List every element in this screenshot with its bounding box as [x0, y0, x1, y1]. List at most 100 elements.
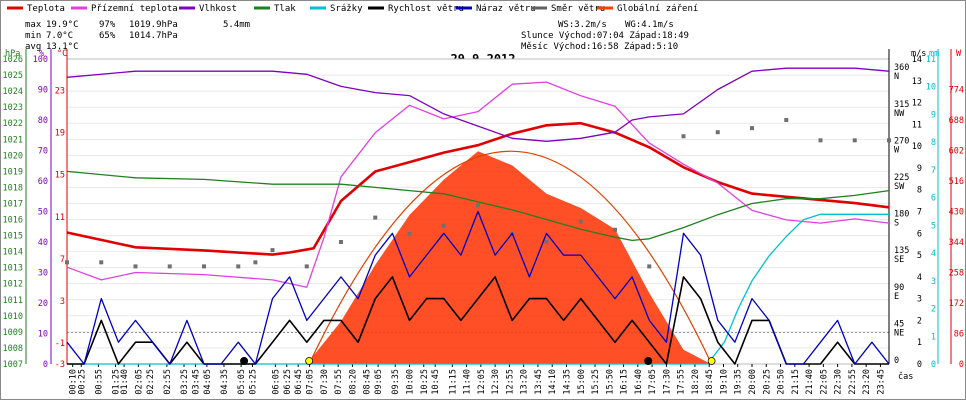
- dir-label: S: [894, 219, 899, 229]
- press-tick: 1014: [3, 248, 23, 258]
- time-tick: 16:40: [634, 369, 644, 395]
- hum-tick: 10: [38, 330, 48, 340]
- temp-tick: 11: [55, 213, 65, 223]
- time-tick: 00:10: [69, 369, 79, 395]
- time-tick: 21:15: [791, 369, 801, 395]
- rad-tick: 86: [954, 330, 964, 340]
- legend-label: Náraz větru: [476, 4, 536, 14]
- time-tick: 17:05: [648, 369, 658, 395]
- time-tick: 19:35: [734, 369, 744, 395]
- wind-direction-point: [578, 219, 583, 224]
- rain-tick: 9: [931, 110, 936, 120]
- press-tick: 1012: [3, 280, 23, 290]
- stat-max-rain: 5.4mm: [223, 20, 250, 30]
- rain-tick: 2: [931, 305, 936, 315]
- press-tick: 1021: [3, 135, 23, 145]
- time-tick: 18:45: [705, 369, 715, 395]
- wind-tick: 1: [917, 338, 922, 348]
- time-tick: 12:30: [491, 369, 501, 395]
- time-tick: 15:00: [577, 369, 587, 395]
- rad-tick: 258: [949, 269, 964, 279]
- press-tick: 1019: [3, 167, 23, 177]
- time-tick: 08:45: [363, 369, 373, 395]
- press-tick: 1007: [3, 360, 23, 370]
- wind-direction-point: [253, 260, 258, 265]
- rain-tick: 10: [926, 83, 936, 93]
- hum-tick: 40: [38, 238, 48, 248]
- stat-min-press: 1014.7hPa: [129, 31, 178, 41]
- hum-tick: 90: [38, 86, 48, 96]
- time-tick: 12:05: [477, 369, 487, 395]
- rad-tick: 516: [949, 177, 964, 187]
- wind-direction-point: [476, 203, 480, 208]
- stat-label: min: [25, 31, 41, 41]
- dir-label: W: [894, 145, 900, 155]
- time-tick: 02:25: [146, 369, 156, 395]
- time-tick: 20:50: [777, 369, 787, 395]
- time-tick: 19:10: [719, 369, 729, 395]
- wind-unit: m/s: [911, 49, 926, 59]
- time-tick: 18:20: [691, 369, 701, 395]
- press-tick: 1020: [3, 151, 23, 161]
- wind-tick: 4: [917, 273, 922, 283]
- moonset-marker: [240, 357, 249, 365]
- stat-max-press: 1019.9hPa: [129, 20, 178, 30]
- wind-direction-point: [852, 138, 857, 143]
- stat-min-hum: 65%: [99, 31, 116, 41]
- wind-tick: 3: [917, 295, 922, 305]
- wind-tick: 14: [912, 55, 922, 65]
- legend-label: Globální záření: [617, 4, 698, 14]
- time-tick: 17:30: [662, 369, 672, 395]
- series-line: [66, 81, 890, 288]
- rain-tick: 11: [926, 55, 936, 65]
- rad-tick: 688: [949, 116, 964, 126]
- wind-tick: 2: [917, 316, 922, 326]
- time-tick: 04:05: [203, 369, 213, 395]
- rad-tick: 430: [949, 208, 964, 218]
- dir-tick: 135: [894, 246, 909, 256]
- chart-axes: hPa% °C1026102510241023102210211020101910…: [3, 49, 964, 395]
- wind-direction-point: [715, 130, 720, 135]
- dir-tick: 225: [894, 173, 909, 183]
- temp-unit: °C: [57, 49, 67, 59]
- dir-tick: 0: [894, 356, 899, 366]
- rad-tick: 602: [949, 147, 964, 157]
- legend-label: Tlak: [274, 4, 296, 14]
- press-tick: 1024: [3, 87, 23, 97]
- time-tick: 06:25: [283, 369, 293, 395]
- stat-max-temp: 19.9°C: [46, 20, 79, 30]
- wind-direction-point: [133, 264, 138, 269]
- dir-tick: 270: [894, 136, 909, 146]
- hum-tick: 50: [38, 208, 48, 218]
- wind-direction-point: [647, 264, 652, 269]
- time-tick: 23:45: [876, 369, 886, 395]
- temp-tick: -1: [55, 339, 65, 349]
- dir-label: E: [894, 292, 899, 302]
- press-tick: 1009: [3, 328, 23, 338]
- dir-tick: 45: [894, 319, 904, 329]
- wind-tick: 10: [912, 142, 922, 152]
- legend-label: Srážky: [330, 4, 363, 14]
- wind-speed-info: WS:3.2m/s: [558, 20, 607, 30]
- wind-tick: 0: [917, 360, 922, 370]
- wind-tick: 8: [917, 186, 922, 196]
- wind-direction-point: [304, 264, 309, 269]
- time-tick: 11:15: [448, 369, 458, 395]
- wind-direction-point: [887, 138, 891, 143]
- legend-label: Rychlost větru: [388, 4, 464, 14]
- wind-direction-point: [65, 260, 69, 265]
- press-tick: 1026: [3, 55, 23, 65]
- series-line: [66, 170, 890, 242]
- dir-label: NE: [894, 328, 904, 338]
- stat-label: avg: [25, 42, 41, 52]
- time-tick: 10:00: [406, 369, 416, 395]
- time-tick: 23:20: [862, 369, 872, 395]
- wind-direction-point: [99, 260, 104, 265]
- press-tick: 1025: [3, 71, 23, 81]
- rain-tick: 4: [931, 249, 936, 259]
- time-tick: 13:45: [534, 369, 544, 395]
- time-tick: 02:05: [134, 369, 144, 395]
- temp-tick: 3: [60, 297, 65, 307]
- wind-direction-point: [236, 264, 241, 269]
- time-tick: 10:45: [431, 369, 441, 395]
